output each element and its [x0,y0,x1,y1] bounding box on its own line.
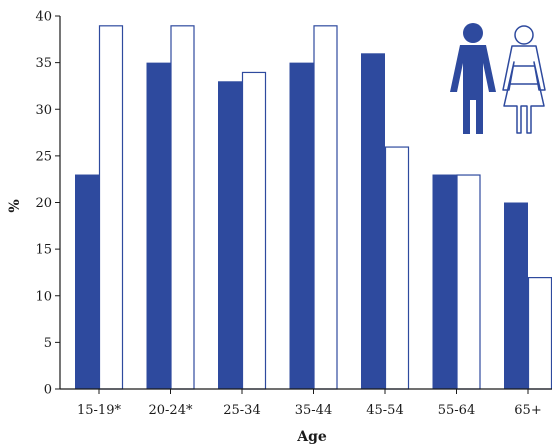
bar-series-1 [289,62,314,389]
bar-series-1 [218,81,242,390]
bar-series-1 [361,53,385,390]
bar-series-1 [504,202,528,389]
bar-series-2 [527,277,552,390]
y-tick-label: 35 [35,56,52,71]
x-tick-label: 35-44 [295,403,332,418]
male-figure-icon [450,23,496,134]
y-tick-label: 30 [35,103,52,118]
legend [450,23,546,134]
y-tick-label: 15 [35,243,52,258]
female-figure-icon [502,25,546,134]
x-tick-label: 20-24* [149,403,193,418]
x-ticks-group: 15-19* 20-24* 25-34 35-44 45-54 55-64 65+ [77,389,542,418]
bar-series-1 [432,174,457,389]
y-tick-label: 40 [35,10,52,25]
bar-series-2 [456,174,481,390]
y-tick-label: 0 [44,383,52,398]
x-tick-label: 55-64 [438,403,475,418]
y-tick-label: 25 [35,149,52,164]
x-tick-label: 65+ [514,403,541,418]
bar-series-1 [75,174,99,389]
x-tick-label: 45-54 [366,403,403,418]
bar-series-2 [98,25,124,390]
bar-series-1 [146,62,171,389]
bar-series-2 [170,25,195,390]
y-tick-label: 5 [44,336,52,351]
bar-series-2 [384,146,410,390]
y-axis-title: % [7,199,23,212]
y-ticks-group: 0 5 10 15 20 25 30 35 40 [35,10,60,398]
bar-series-2 [313,25,338,390]
x-axis-title: Age [296,429,327,445]
y-tick-label: 20 [35,196,52,211]
bars-group [75,25,552,390]
x-tick-label: 25-34 [223,403,260,418]
bar-series-2 [241,71,267,390]
x-tick-label: 15-19* [77,403,121,418]
y-tick-label: 10 [35,289,52,304]
